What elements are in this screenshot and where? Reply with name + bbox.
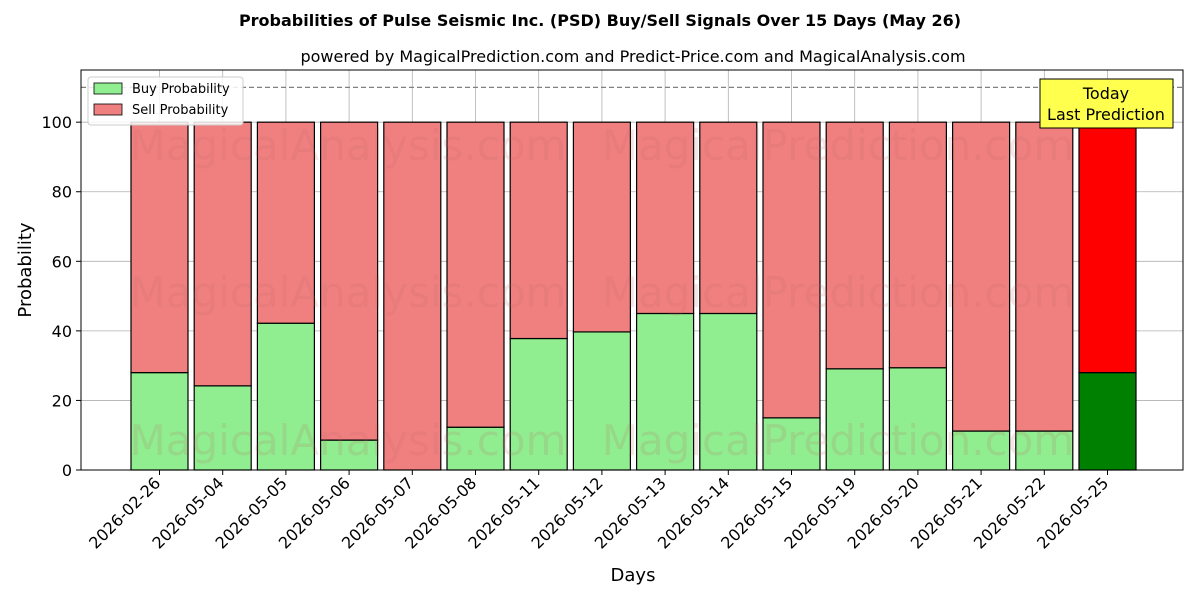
bar-buy: [825, 368, 884, 471]
y-tick-label: 20: [52, 391, 72, 410]
bar-sell: [762, 121, 821, 419]
bar-buy: [193, 385, 252, 471]
y-tick-label: 40: [52, 322, 72, 341]
bar-sell: [320, 121, 379, 441]
bar-buy: [699, 312, 758, 471]
bar-sell: [130, 121, 189, 374]
bar-sell: [635, 121, 695, 315]
bar-sell: [699, 121, 758, 315]
chart-title: Probabilities of Pulse Seismic Inc. (PSD…: [239, 11, 961, 30]
today-annotation: Today Last Prediction: [1039, 78, 1174, 129]
bar-buy: [509, 337, 568, 471]
legend-swatch-buy: [93, 82, 123, 95]
watermark-text: MagicalAnalysis.com: [130, 268, 567, 317]
watermark-text: MagicalAnalysis.com: [130, 416, 567, 465]
y-axis-label: Probability: [15, 222, 36, 317]
bar-buy: [1015, 430, 1074, 471]
bar-buy: [572, 331, 632, 471]
bar-buy: [888, 367, 948, 471]
watermarks: MagicalAnalysis.com MagicalPrediction.com…: [130, 121, 1075, 465]
bar-sell: [572, 121, 632, 333]
bar-sell: [1078, 121, 1137, 374]
legend-swatch-sell: [93, 103, 123, 116]
annotation-line1: Today: [1082, 84, 1129, 103]
bar-sell: [256, 121, 315, 324]
bar-buy: [635, 312, 695, 471]
watermark-text: MagicalPrediction.com: [602, 416, 1075, 465]
bar-buy: [256, 322, 315, 471]
legend-label-buy: Buy Probability: [132, 82, 230, 97]
legend: Buy Probability Sell Probability: [87, 76, 244, 126]
y-axis-ticks: 0 20 40 60 80 100: [41, 113, 81, 480]
bar-sell: [383, 121, 442, 471]
bars: [130, 121, 1137, 471]
annotation-box: [1039, 78, 1174, 129]
bar-buy: [1078, 372, 1137, 471]
chart-subtitle: powered by MagicalPrediction.com and Pre…: [300, 47, 965, 66]
y-tick-label: 100: [41, 113, 72, 132]
x-axis-label: Days: [611, 565, 656, 586]
bar-sell: [509, 121, 568, 340]
legend-box: [87, 76, 244, 126]
bar-sell: [951, 121, 1011, 432]
y-tick-label: 60: [52, 252, 72, 271]
x-axis-ticks: 2026-02-262026-05-042026-05-052026-05-06…: [85, 470, 1112, 553]
y-tick-label: 0: [62, 461, 72, 480]
bar-sell: [446, 121, 505, 428]
bar-sell: [888, 121, 948, 369]
legend-label-sell: Sell Probability: [132, 103, 229, 118]
watermark-text: MagicalPrediction.com: [602, 268, 1075, 317]
annotation-line2: Last Prediction: [1047, 105, 1165, 124]
bar-buy: [951, 430, 1011, 471]
plot-frame: [80, 69, 1184, 471]
watermark-text: MagicalPrediction.com: [602, 121, 1075, 170]
y-tick-label: 80: [52, 183, 72, 202]
watermark-text: MagicalAnalysis.com: [130, 121, 567, 170]
bar-sell: [825, 121, 884, 370]
